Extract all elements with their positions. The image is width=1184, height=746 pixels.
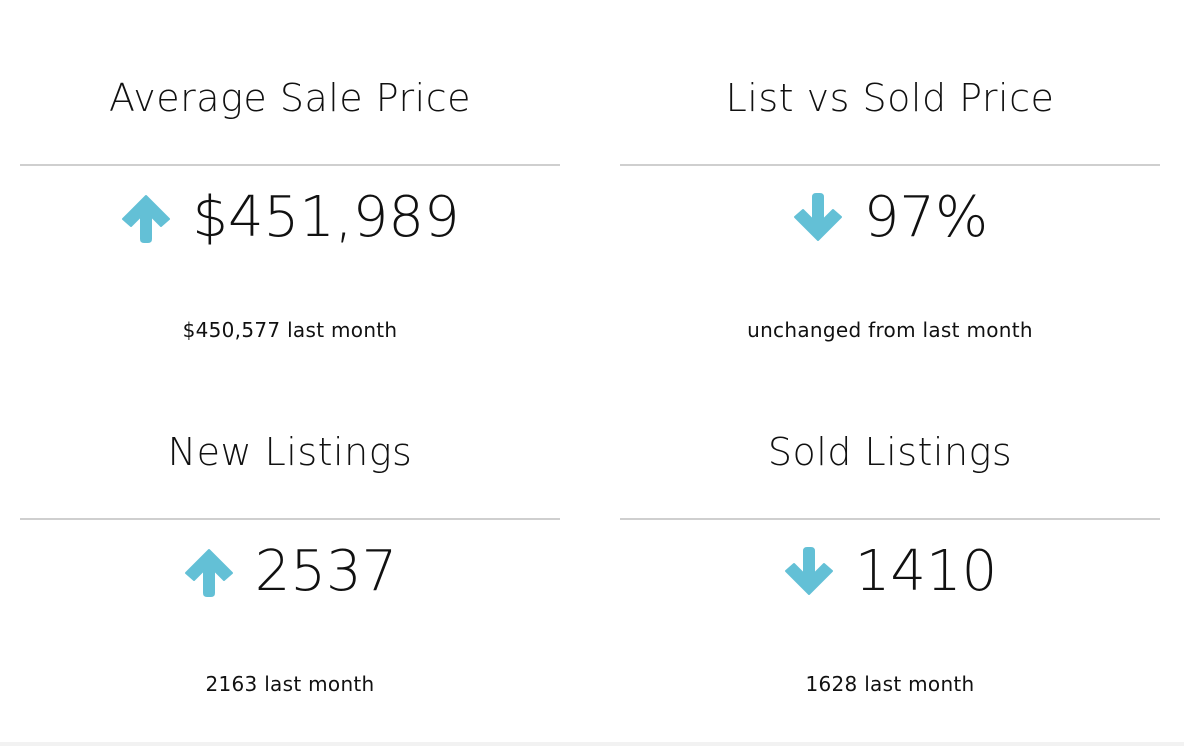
stat-caption: 2163 last month <box>205 672 375 696</box>
stat-caption: 1628 last month <box>805 672 975 696</box>
stat-card-average-sale-price: Average Sale Price $451,989 $450,577 las… <box>20 0 560 354</box>
stat-card-new-listings: New Listings 2537 2163 last month <box>20 354 560 708</box>
arrow-down-icon <box>793 193 842 241</box>
bottom-strip <box>0 742 1184 746</box>
arrow-up-icon <box>184 549 233 597</box>
stat-value-row: 97% <box>620 186 1160 250</box>
divider <box>620 164 1160 166</box>
stat-value-row: $451,989 <box>20 186 560 250</box>
divider <box>20 164 560 166</box>
stat-card-sold-listings: Sold Listings 1410 1628 last month <box>620 354 1160 708</box>
divider <box>20 518 560 520</box>
stat-title: New Listings <box>167 430 413 474</box>
divider <box>620 518 1160 520</box>
stat-title: Sold Listings <box>767 430 1013 474</box>
stat-value: $451,989 <box>192 185 460 250</box>
arrow-up-icon <box>122 195 171 243</box>
stat-value: 1410 <box>854 539 998 604</box>
stat-value: 2537 <box>254 539 398 604</box>
stat-value: 97% <box>863 185 989 250</box>
stat-caption: $450,577 last month <box>182 318 398 342</box>
stat-title: Average Sale Price <box>109 76 471 120</box>
stat-value-row: 1410 <box>620 540 1160 604</box>
stat-caption: unchanged from last month <box>747 318 1033 342</box>
stats-grid: Average Sale Price $451,989 $450,577 las… <box>20 0 1160 742</box>
stat-title: List vs Sold Price <box>725 76 1055 120</box>
stat-value-row: 2537 <box>20 540 560 604</box>
stat-card-list-vs-sold-price: List vs Sold Price 97% unchanged from la… <box>620 0 1160 354</box>
arrow-down-icon <box>784 547 833 595</box>
